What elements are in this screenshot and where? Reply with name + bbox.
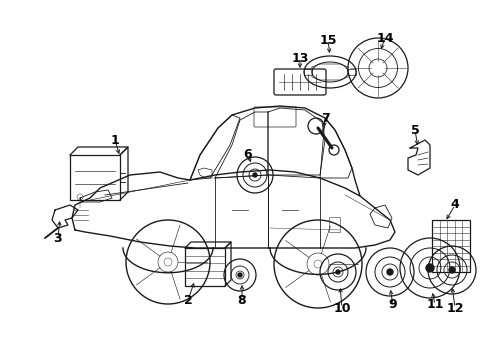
Text: 6: 6 (243, 148, 252, 162)
Text: 10: 10 (332, 302, 350, 315)
Text: 11: 11 (426, 298, 443, 311)
Bar (431, 220, 469, 272)
Bar (304, 69, 311, 75)
Circle shape (425, 264, 433, 272)
Text: 3: 3 (54, 231, 62, 244)
Text: 4: 4 (450, 198, 458, 211)
Bar (70, 155, 120, 200)
Text: 7: 7 (320, 112, 329, 125)
Circle shape (448, 267, 454, 273)
Text: 9: 9 (388, 298, 397, 311)
Circle shape (335, 270, 339, 274)
Bar (184, 248, 224, 286)
Text: 15: 15 (319, 33, 336, 46)
Circle shape (238, 273, 242, 277)
Text: 5: 5 (410, 123, 419, 136)
Text: 14: 14 (375, 31, 393, 45)
Text: 1: 1 (110, 134, 119, 147)
Circle shape (386, 269, 392, 275)
Text: 2: 2 (183, 293, 192, 306)
Circle shape (252, 173, 257, 177)
Text: 12: 12 (446, 302, 463, 315)
Bar (347, 69, 355, 75)
Text: 8: 8 (237, 293, 246, 306)
Text: 13: 13 (291, 51, 308, 64)
